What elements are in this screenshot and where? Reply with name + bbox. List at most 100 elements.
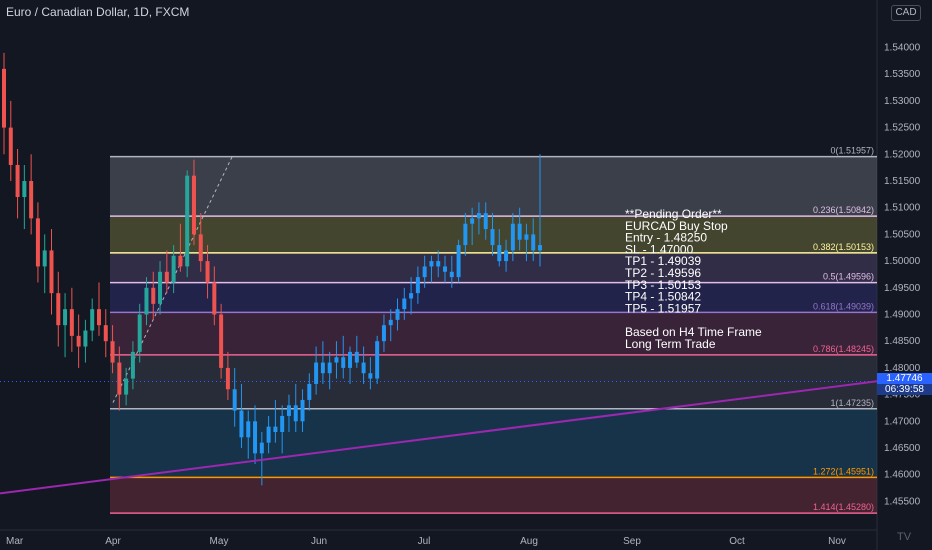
annotation-line: TP1 - 1.49039 — [625, 254, 701, 268]
candle-body — [415, 277, 420, 294]
candle-body — [402, 298, 407, 310]
candle-body — [388, 319, 393, 326]
candle-body — [531, 234, 536, 251]
annotation-line: TP5 - 1.51957 — [625, 301, 701, 315]
candle-body — [470, 218, 475, 224]
candle-body — [504, 250, 509, 262]
candle-body — [524, 234, 529, 240]
y-tick-label: 1.46000 — [884, 470, 921, 481]
candle-body — [381, 325, 386, 342]
annotation-line: **Pending Order** — [625, 207, 722, 221]
candle-body — [158, 271, 163, 304]
candle-body — [463, 223, 468, 246]
fib-zone — [110, 156, 877, 217]
candle-body — [232, 389, 237, 411]
candle-body — [510, 223, 515, 251]
candle-body — [253, 421, 258, 454]
y-tick-label: 1.49500 — [884, 283, 921, 294]
candle-body — [300, 399, 305, 422]
y-tick-label: 1.54000 — [884, 43, 921, 54]
candle-body — [219, 314, 224, 368]
fib-zone — [110, 252, 877, 283]
fib-zone — [110, 312, 877, 355]
candle-body — [449, 271, 454, 278]
tradingview-logo: TV — [897, 531, 912, 543]
currency-badge[interactable]: CAD — [891, 5, 921, 21]
y-tick-label: 1.50500 — [884, 229, 921, 240]
x-tick-label: Oct — [729, 536, 745, 547]
annotation-line: Long Term Trade — [625, 337, 716, 351]
fib-level-label: 1.414(1.45280) — [813, 502, 874, 512]
candle-body — [29, 181, 34, 219]
candle-body — [63, 309, 68, 326]
y-tick-label: 1.52000 — [884, 149, 921, 160]
candle-body — [286, 405, 291, 416]
fib-level-label: 1(1.47235) — [830, 398, 874, 408]
countdown-label: 06:39:58 — [877, 384, 932, 396]
y-tick-label: 1.48500 — [884, 336, 921, 347]
candle-body — [538, 245, 542, 251]
annotation-line: TP4 - 1.50842 — [625, 290, 701, 304]
candle-body — [361, 362, 366, 374]
candle-body — [490, 229, 495, 246]
candle-body — [225, 367, 230, 390]
candle-body — [259, 442, 264, 454]
fib-zone — [110, 282, 877, 313]
y-tick-label: 1.51000 — [884, 203, 921, 214]
candle-body — [273, 426, 278, 432]
fib-level-label: 0.618(1.49039) — [813, 301, 874, 311]
candle-body — [327, 362, 332, 374]
candle-body — [15, 164, 20, 198]
y-tick-label: 1.53000 — [884, 96, 921, 107]
x-tick-label: May — [210, 536, 229, 547]
x-tick-label: Nov — [828, 536, 846, 547]
annotation-line: EURCAD Buy Stop — [625, 219, 728, 233]
candle-body — [348, 351, 353, 368]
candle-body — [368, 373, 373, 379]
y-tick-label: 1.52500 — [884, 123, 921, 134]
y-tick-label: 1.46500 — [884, 443, 921, 454]
candle-body — [307, 383, 312, 400]
annotation-line: Based on H4 Time Frame — [625, 325, 762, 339]
annotation-line: SL - 1.47000 — [625, 242, 694, 256]
candle-body — [110, 341, 115, 363]
candle-body — [42, 250, 47, 267]
candle-body — [395, 309, 400, 320]
candle-body — [35, 218, 40, 267]
candle-body — [246, 421, 251, 438]
y-tick-label: 1.51500 — [884, 176, 921, 187]
y-tick-label: 1.45500 — [884, 496, 921, 507]
candle-body — [375, 341, 380, 379]
candle-body — [2, 68, 6, 128]
candle-body — [137, 314, 142, 352]
fib-level-label: 0(1.51957) — [830, 146, 874, 156]
candle-body — [103, 325, 108, 342]
candle-body — [341, 357, 346, 368]
candle-body — [69, 309, 74, 336]
x-tick-label: Mar — [6, 536, 24, 547]
y-tick-label: 1.50000 — [884, 256, 921, 267]
candle-body — [239, 410, 244, 438]
candle-body — [151, 287, 156, 304]
fib-zone — [110, 477, 877, 514]
x-tick-label: Apr — [105, 536, 121, 547]
candle-body — [334, 357, 339, 363]
x-tick-label: Jun — [311, 536, 327, 547]
fib-level-label: 0.236(1.50842) — [813, 205, 874, 215]
candle-body — [212, 282, 217, 315]
support-trendline — [0, 380, 878, 495]
candle-body — [409, 293, 414, 299]
candle-body — [117, 362, 122, 395]
candle-body — [56, 293, 61, 326]
candle-body — [171, 255, 176, 283]
candle-body — [124, 378, 129, 395]
candle-body — [191, 175, 196, 235]
x-tick-label: Aug — [520, 536, 538, 547]
chart-title: Euro / Canadian Dollar, 1D, FXCM — [6, 5, 190, 19]
current-price-tag: 1.47746 06:39:58 — [877, 373, 932, 396]
candle-body — [76, 335, 81, 347]
candle-body — [320, 362, 325, 374]
candle-body — [178, 255, 183, 267]
